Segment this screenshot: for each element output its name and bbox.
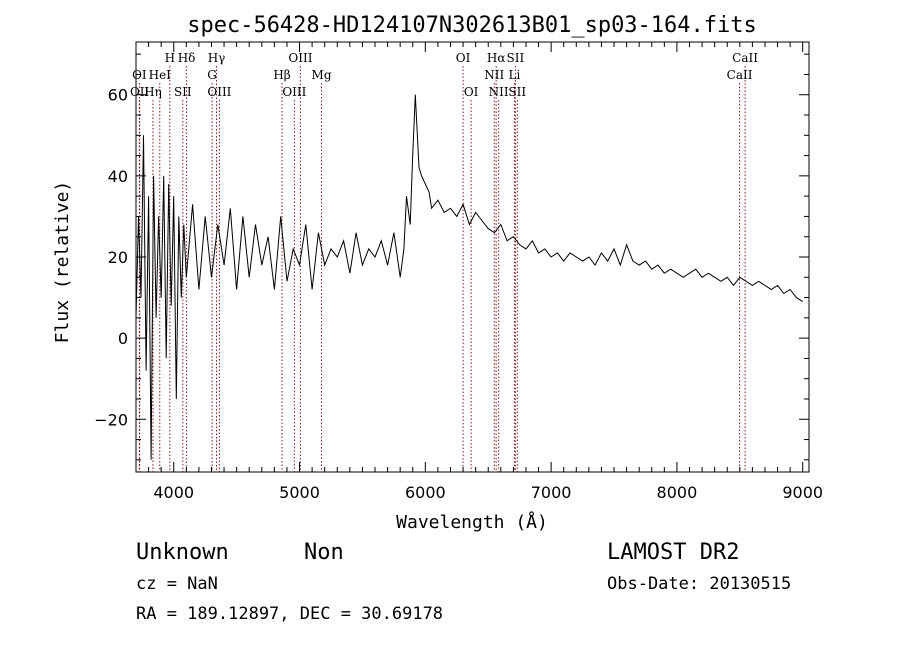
line-marker-label: Hβ [273,68,290,82]
x-tick-label: 6000 [405,483,446,502]
line-marker-label: OI [456,51,471,65]
line-marker-label: OIII [288,51,312,65]
x-axis-label: Wavelength (Å) [396,511,548,533]
chart-title: spec-56428-HD124107N302613B01_sp03-164.f… [187,13,757,38]
line-marker-label: Hγ [208,51,226,65]
y-tick-label: −20 [94,410,128,429]
y-axis-label: Flux (relative) [52,181,73,344]
line-marker-label: Hη [144,85,162,99]
line-marker-label: SII [507,51,525,65]
line-marker-label: Mg [312,68,332,82]
obs-date-label: Obs-Date: 20130515 [607,574,791,594]
y-tick-label: 0 [118,329,128,348]
y-axis: −20 0 20 40 60 [94,53,809,461]
line-marker-label: OI [464,85,479,99]
spectrum-line [135,94,803,460]
line-marker-label: NII [489,85,509,99]
x-tick-label: 4000 [153,483,194,502]
plot-frame [135,41,810,473]
line-marker-label: CaII [727,68,753,82]
coords-label: RA = 189.12897, DEC = 30.69178 [136,604,443,624]
x-tick-label: 7000 [531,483,572,502]
line-marker-label: OIII [282,85,306,99]
subclass-label: Non [304,540,344,565]
line-marker-label: H [165,51,175,65]
line-marker-label: Li [508,68,520,82]
survey-label: LAMOST DR2 [607,540,739,565]
line-marker-label: CaII [732,51,758,65]
x-tick-label: 8000 [657,483,698,502]
line-marker-label: NII [484,68,504,82]
x-tick-label: 5000 [279,483,320,502]
line-marker-label: SII [508,85,526,99]
line-marker-label: Hδ [178,51,196,65]
x-axis: 4000 5000 6000 7000 8000 9000 [135,42,823,502]
y-tick-label: 60 [108,86,128,105]
line-marker-label: OIII [207,85,231,99]
line-marker-label: HeI [149,68,172,82]
line-marker-label: SII [174,85,192,99]
y-tick-label: 40 [108,167,128,186]
line-marker-label: Hα [487,51,506,65]
x-tick-label: 9000 [782,483,823,502]
cz-label: cz = NaN [136,574,218,594]
line-marker-label: OI [132,68,147,82]
line-marker-label: G [207,68,217,82]
class-label: Unknown [136,540,229,565]
y-tick-label: 20 [108,248,128,267]
line-marker-label: OII [130,85,150,99]
